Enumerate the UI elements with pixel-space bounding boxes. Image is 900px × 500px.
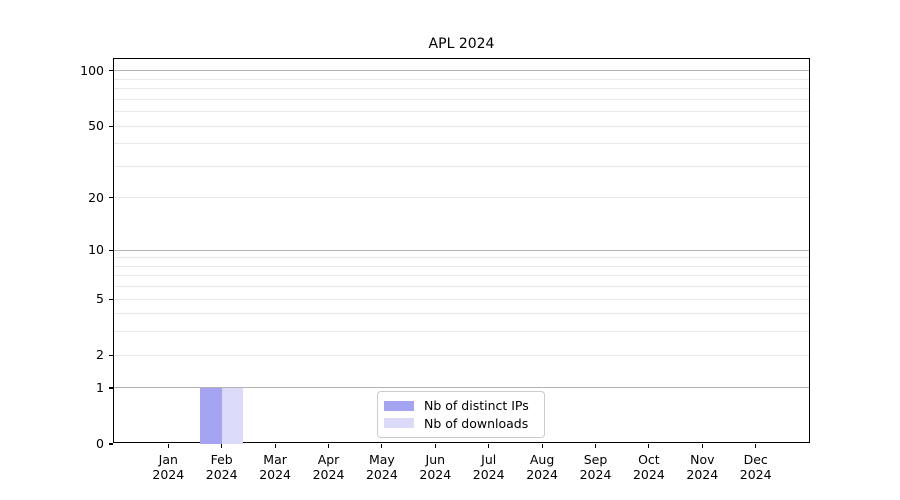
x-tick-mark — [701, 443, 703, 448]
bar-nb-of-downloads — [221, 387, 243, 444]
y-tick-label: 1 — [96, 379, 104, 395]
x-tick-mark — [167, 443, 169, 448]
y-tick-label: 5 — [96, 291, 104, 307]
x-tick-label: Apr 2024 — [312, 452, 345, 482]
gridlines-layer — [114, 59, 809, 442]
gridline-minor — [114, 331, 809, 333]
y-tick-label: 10 — [88, 242, 104, 258]
legend-item-distinct-ips: Nb of distinct IPs — [384, 397, 535, 414]
y-tick-mark — [108, 197, 113, 199]
gridline-minor — [114, 313, 809, 315]
y-tick-label: 50 — [88, 118, 104, 134]
x-tick-mark — [488, 443, 490, 448]
gridline-major — [114, 70, 809, 72]
x-tick-mark — [434, 443, 436, 448]
y-tick-mark — [108, 249, 113, 251]
x-tick-label: Sep 2024 — [579, 452, 612, 482]
legend-label-downloads: Nb of downloads — [424, 415, 529, 431]
gridline-minor — [114, 265, 809, 267]
y-tick-label: 20 — [88, 189, 104, 205]
legend-swatch-distinct-ips-icon — [384, 400, 414, 411]
y-tick-mark — [108, 70, 113, 72]
x-tick-mark — [594, 443, 597, 448]
x-tick-mark — [541, 443, 543, 448]
bars-layer — [114, 59, 809, 444]
gridline-minor — [114, 98, 809, 100]
gridline-minor — [114, 125, 809, 127]
x-tick-mark — [221, 443, 223, 448]
bar-nb-of-distinct-ips — [200, 387, 222, 444]
chart-title: APL 2024 — [428, 36, 495, 52]
y-tick-mark — [108, 354, 113, 356]
x-tick-label: Feb 2024 — [205, 452, 238, 482]
x-tick-mark — [381, 443, 383, 448]
x-tick-mark — [274, 443, 276, 448]
plot-area: 0 1 2 5 10 20 50 100 Jan 2024 Feb 2024 Mar 2024 Apr… — [80, 58, 810, 482]
gridline-minor — [114, 257, 809, 259]
x-tick-label: Jul 2024 — [472, 452, 505, 482]
gridline-minor — [114, 143, 809, 145]
x-tick-mark — [648, 443, 650, 448]
x-tick-label: Oct 2024 — [632, 452, 665, 482]
x-tick-label: Nov 2024 — [686, 452, 719, 482]
y-tick-label: 0 — [96, 436, 104, 451]
y-tick-label: 100 — [80, 62, 104, 78]
gridline-minor — [114, 286, 809, 288]
gridline-minor — [114, 275, 809, 277]
gridline-major — [114, 387, 809, 389]
gridline-minor — [114, 78, 809, 80]
x-tick-label: Aug 2024 — [526, 452, 558, 482]
gridline-major — [114, 249, 809, 251]
y-tick-mark — [108, 387, 113, 389]
y-tick-label: 2 — [96, 347, 104, 363]
y-tick-mark — [108, 298, 113, 300]
x-tick-label: Jun 2024 — [419, 452, 452, 482]
axes-layer: 0 1 2 5 10 20 50 100 Jan 2024 Feb 2024 Mar 2024 Apr… — [80, 59, 809, 482]
x-tick-label: Dec 2024 — [739, 452, 772, 482]
gridline-minor — [114, 298, 809, 300]
x-tick-label: Jan 2024 — [152, 452, 185, 482]
x-tick-label: Mar 2024 — [259, 452, 291, 482]
gridline-minor — [114, 165, 809, 167]
y-tick-mark — [108, 125, 113, 127]
x-tick-mark — [755, 443, 757, 448]
gridline-minor — [114, 354, 809, 356]
gridline-minor — [114, 88, 809, 90]
legend-item-downloads: Nb of downloads — [384, 415, 535, 432]
legend-swatch-downloads-icon — [384, 418, 414, 429]
legend: Nb of distinct IPs Nb of downloads — [377, 391, 545, 438]
legend-label-distinct-ips: Nb of distinct IPs — [424, 398, 529, 414]
gridline-minor — [114, 197, 809, 199]
gridline-minor — [114, 111, 809, 113]
y-tick-mark — [108, 443, 113, 445]
x-tick-label: May 2024 — [365, 452, 398, 482]
x-tick-mark — [327, 443, 330, 448]
